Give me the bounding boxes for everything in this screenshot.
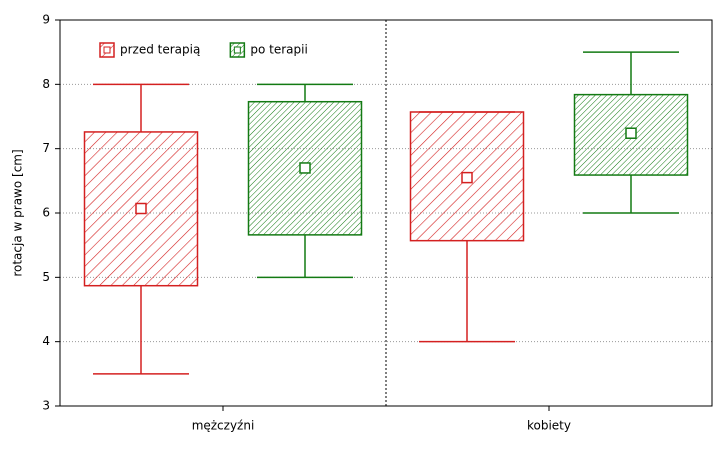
y-tick-label: 5 bbox=[42, 270, 50, 284]
legend-label: przed terapią bbox=[120, 43, 200, 57]
y-tick-label: 3 bbox=[42, 399, 50, 413]
plot-frame bbox=[59, 19, 713, 407]
mean-marker bbox=[625, 127, 637, 139]
x-tick-label: mężczyźni bbox=[192, 419, 255, 433]
y-tick-label: 4 bbox=[42, 334, 50, 348]
box bbox=[573, 93, 689, 176]
mean-marker bbox=[461, 171, 473, 184]
y-tick-label: 8 bbox=[42, 77, 50, 91]
legend-swatch-inner bbox=[103, 46, 111, 54]
y-axis-label: rotacja w prawo [cm] bbox=[11, 149, 25, 276]
mean-marker bbox=[299, 162, 311, 174]
y-tick-label: 9 bbox=[42, 13, 50, 27]
legend-swatch-inner bbox=[233, 46, 241, 54]
legend-label: po terapii bbox=[250, 43, 307, 57]
y-tick-label: 6 bbox=[42, 206, 50, 220]
x-tick-label: kobiety bbox=[527, 419, 571, 433]
y-tick-label: 7 bbox=[42, 141, 50, 155]
mean-marker bbox=[135, 202, 147, 215]
